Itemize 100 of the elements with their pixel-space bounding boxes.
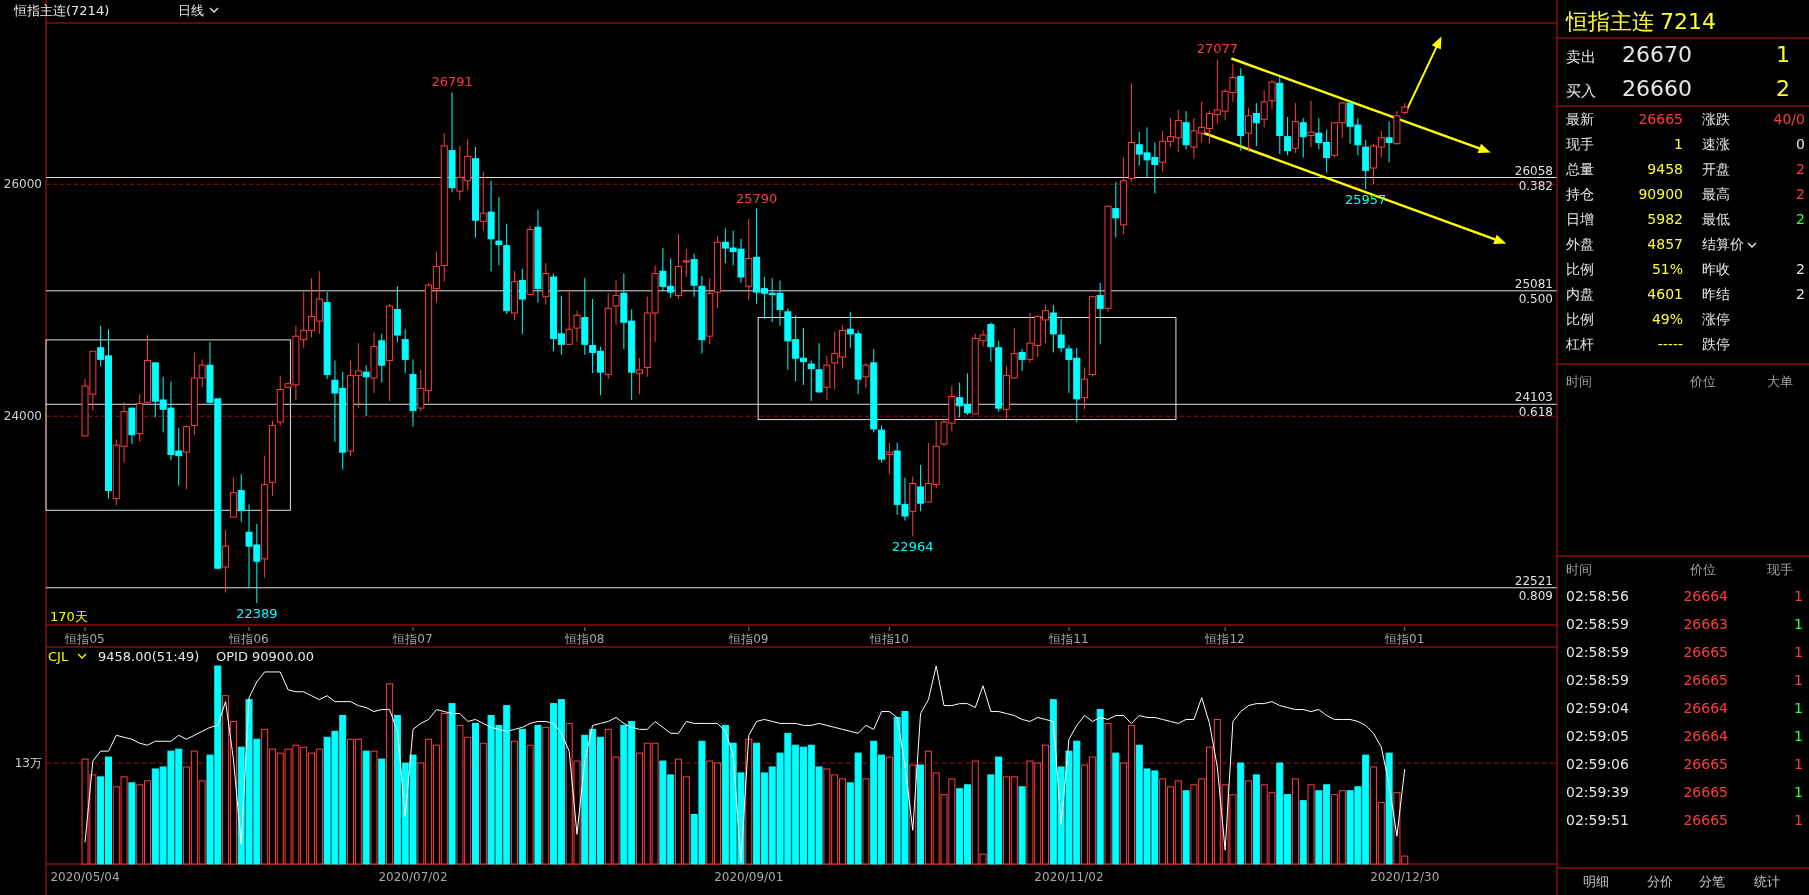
bar	[917, 764, 925, 865]
text: 02:58:56	[1566, 588, 1629, 604]
bar	[479, 742, 487, 865]
annotation: 0.618	[1518, 405, 1553, 420]
text: 结算价	[1702, 236, 1744, 252]
text: 开盘	[1702, 161, 1730, 177]
x-tick-label: 恒指11	[1048, 632, 1089, 646]
bar	[862, 778, 870, 865]
text: 02:59:39	[1566, 784, 1629, 800]
text: 1	[1794, 616, 1803, 632]
text: 2	[1796, 261, 1805, 277]
text: 02:59:05	[1566, 728, 1629, 744]
text: 时间	[1566, 374, 1592, 389]
candlestick	[1081, 367, 1089, 410]
bar	[1096, 709, 1104, 865]
text: 02:58:59	[1566, 616, 1629, 632]
text: 跌停	[1702, 336, 1730, 352]
x-tick-label: 2020/07/02	[378, 870, 448, 884]
annotation: 25957	[1345, 192, 1387, 208]
candlestick	[1260, 89, 1268, 128]
candlestick	[807, 360, 815, 402]
text: 日增	[1566, 211, 1594, 227]
text: 1	[1674, 136, 1683, 152]
bar	[370, 750, 378, 865]
text: 涨停	[1702, 311, 1730, 327]
text: 26670	[1622, 42, 1692, 67]
x-tick-label: 2020/11/02	[1034, 870, 1104, 884]
text: 26665	[1683, 812, 1728, 828]
text: 恒指主连	[1565, 9, 1654, 34]
bar	[1237, 762, 1245, 865]
bar	[1307, 784, 1315, 865]
text: 02:59:04	[1566, 700, 1629, 716]
x-tick-label: 恒指08	[564, 632, 605, 646]
bar	[1018, 786, 1026, 865]
bar	[745, 738, 753, 865]
text: 26665	[1683, 784, 1728, 800]
text: 昨结	[1702, 286, 1730, 302]
text: 1	[1794, 644, 1803, 660]
text: 02:58:59	[1566, 672, 1629, 688]
text: -----	[1657, 336, 1683, 352]
text: 最低	[1702, 211, 1730, 227]
text: 1	[1794, 672, 1803, 688]
bar	[1291, 778, 1299, 865]
candlestick	[1299, 117, 1307, 159]
candlestick	[401, 328, 409, 374]
x-tick-label: 恒指09	[728, 632, 769, 646]
text: 昨收	[1702, 261, 1730, 277]
bar	[378, 758, 386, 865]
x-tick-label: 恒指07	[392, 632, 433, 646]
bar	[362, 750, 370, 865]
text: 26664	[1683, 728, 1729, 744]
bar	[511, 740, 519, 865]
text: 4601	[1647, 286, 1683, 302]
text: 0	[1796, 136, 1805, 152]
x-tick-label: 恒指06	[228, 632, 269, 646]
candlestick	[362, 364, 370, 417]
annotation: 26791	[431, 74, 473, 90]
bar	[471, 722, 479, 865]
text: 杠杆	[1565, 336, 1594, 352]
text: 1	[1776, 42, 1790, 67]
annotation: 27077	[1196, 41, 1238, 57]
bar	[518, 728, 526, 865]
bar	[526, 744, 534, 865]
bar	[1252, 774, 1260, 865]
text: 外盘	[1566, 236, 1594, 252]
x-tick-label: 恒指01	[1384, 632, 1425, 646]
bar	[1245, 780, 1253, 865]
text: 价位	[1689, 374, 1716, 389]
text: 90900	[1638, 186, 1683, 202]
text: 9458	[1647, 161, 1683, 177]
candlestick	[565, 289, 573, 345]
text: 26660	[1622, 76, 1692, 101]
y-tick-label: 26000	[3, 177, 42, 192]
text: 比例	[1566, 261, 1594, 277]
text: 速涨	[1702, 136, 1730, 152]
candlestick	[542, 262, 550, 306]
text: 26665	[1683, 644, 1728, 660]
candlestick	[1018, 348, 1026, 372]
text: 最新	[1566, 111, 1594, 127]
text: 卖出	[1566, 48, 1596, 66]
text: 时间	[1566, 562, 1592, 577]
candlestick	[917, 464, 925, 512]
text: 9458.00(51:49)	[98, 649, 200, 664]
text: 4857	[1647, 236, 1683, 252]
x-tick-label: 2020/09/01	[714, 870, 784, 884]
y-tick-label: 24000	[3, 409, 42, 424]
ref-line-label: 22521	[1514, 573, 1553, 588]
annotation: 0.382	[1518, 178, 1553, 193]
bar	[1385, 752, 1393, 865]
candlestick	[885, 442, 893, 475]
bar	[448, 703, 456, 865]
candlestick	[573, 310, 581, 343]
text: 1	[1794, 700, 1803, 716]
text: 26664	[1683, 588, 1729, 604]
text: 26663	[1683, 616, 1728, 632]
annotation: 170天	[50, 609, 88, 624]
x-tick-label: 2020/12/30	[1370, 870, 1440, 884]
ref-line-label: 24103	[1514, 390, 1553, 405]
text: 分笔	[1699, 874, 1725, 889]
candlestick	[1284, 116, 1292, 156]
